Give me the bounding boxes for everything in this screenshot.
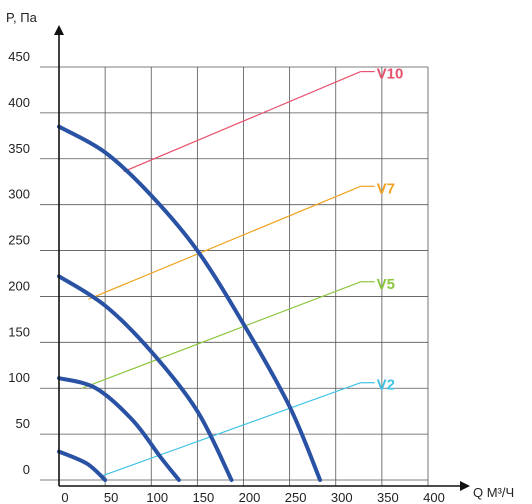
y-tick-labels: 0 50 100 150 200 250 300 350 400 450 (8, 49, 30, 477)
x-tick-label-0: 0 (61, 490, 68, 504)
x-tick-label-100: 100 (146, 490, 168, 504)
fan-curve-2 (57, 274, 234, 482)
y-tick-label-400: 400 (8, 95, 30, 110)
fan-curves (57, 124, 323, 482)
axes (54, 25, 470, 491)
y-axis-label: P, Па (6, 10, 38, 25)
series-line-v10 (123, 71, 361, 173)
fan-curve-4 (57, 449, 108, 482)
fan-curve-3 (57, 376, 181, 482)
series-label-v10: V10 (377, 66, 404, 83)
y-tick-label-450: 450 (8, 49, 30, 64)
y-tick-label-200: 200 (8, 278, 30, 293)
x-tick-label-150: 150 (193, 490, 215, 504)
fan-curve-1 (57, 124, 323, 482)
y-tick-label-350: 350 (8, 141, 30, 156)
x-tick-labels: 0 50 100 150 200 250 300 350 400 (61, 490, 444, 504)
x-tick-label-50: 50 (104, 490, 118, 504)
y-tick-label-250: 250 (8, 233, 30, 248)
series-line-v5 (81, 281, 361, 389)
x-tick-label-250: 250 (285, 490, 307, 504)
y-tick-label-150: 150 (8, 324, 30, 339)
y-tick-label-300: 300 (8, 187, 30, 202)
series-line-v7 (88, 185, 361, 300)
series-line-v2 (103, 382, 361, 476)
x-tick-label-200: 200 (239, 490, 261, 504)
grid (40, 66, 429, 486)
system-lines: V10 V7 V5 V2 (81, 66, 404, 476)
x-axis-label: Q М³/Ч (473, 485, 514, 500)
y-tick-label-50: 50 (16, 416, 30, 431)
x-tick-label-350: 350 (377, 490, 399, 504)
series-label-v2: V2 (377, 377, 395, 394)
series-label-v7: V7 (377, 180, 395, 197)
x-tick-label-400: 400 (423, 490, 445, 504)
y-tick-label-0: 0 (23, 462, 30, 477)
y-tick-label-100: 100 (8, 370, 30, 385)
x-tick-label-300: 300 (331, 490, 353, 504)
series-label-v5: V5 (377, 276, 395, 293)
